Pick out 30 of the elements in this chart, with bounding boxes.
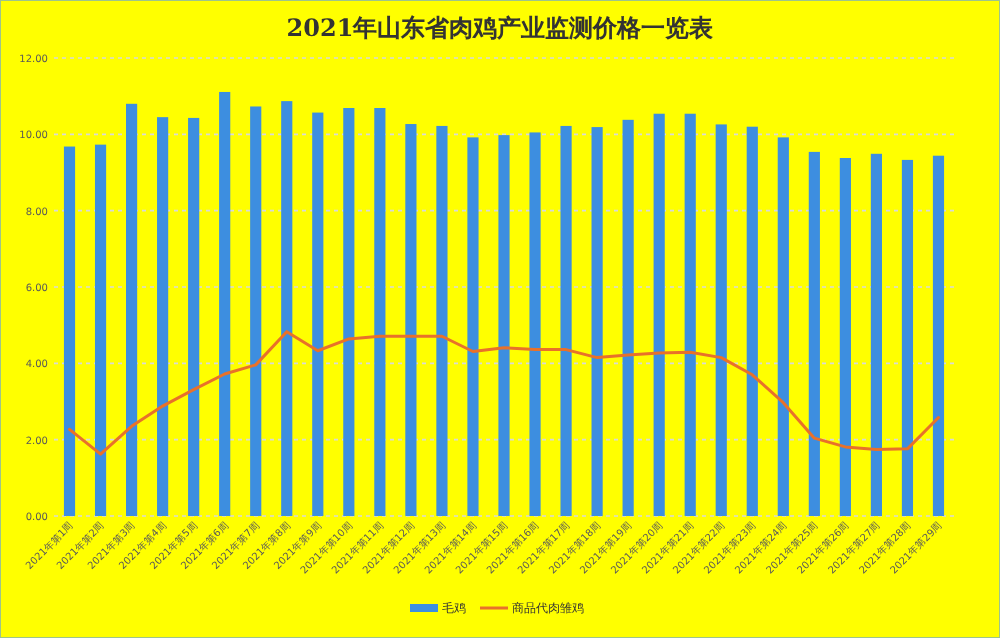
- bar: [560, 125, 572, 516]
- bar: [777, 137, 789, 516]
- bar: [467, 137, 479, 516]
- bar: [157, 117, 169, 516]
- bar: [622, 119, 634, 516]
- bar: [932, 155, 945, 516]
- bar: [374, 108, 386, 516]
- bar: [529, 132, 541, 516]
- bar: [870, 153, 882, 516]
- bar: [498, 135, 510, 516]
- bar: [653, 113, 665, 516]
- bar: [94, 144, 107, 516]
- bar: [684, 113, 696, 516]
- bar: [343, 108, 355, 516]
- bar: [63, 146, 76, 516]
- bar: [746, 126, 758, 516]
- bar: [808, 151, 820, 516]
- chart-title: 2021年山东省肉鸡产业监测价格一览表: [286, 14, 716, 42]
- bar: [219, 91, 231, 516]
- bar: [312, 112, 324, 516]
- bar: [715, 124, 727, 516]
- bar: [126, 103, 138, 516]
- bar: [901, 159, 914, 516]
- bar: [436, 125, 448, 516]
- bar: [405, 124, 417, 516]
- bar: [250, 106, 262, 516]
- bar: [839, 158, 851, 516]
- bar: [188, 117, 200, 516]
- bar: [281, 101, 293, 516]
- bar: [591, 127, 603, 516]
